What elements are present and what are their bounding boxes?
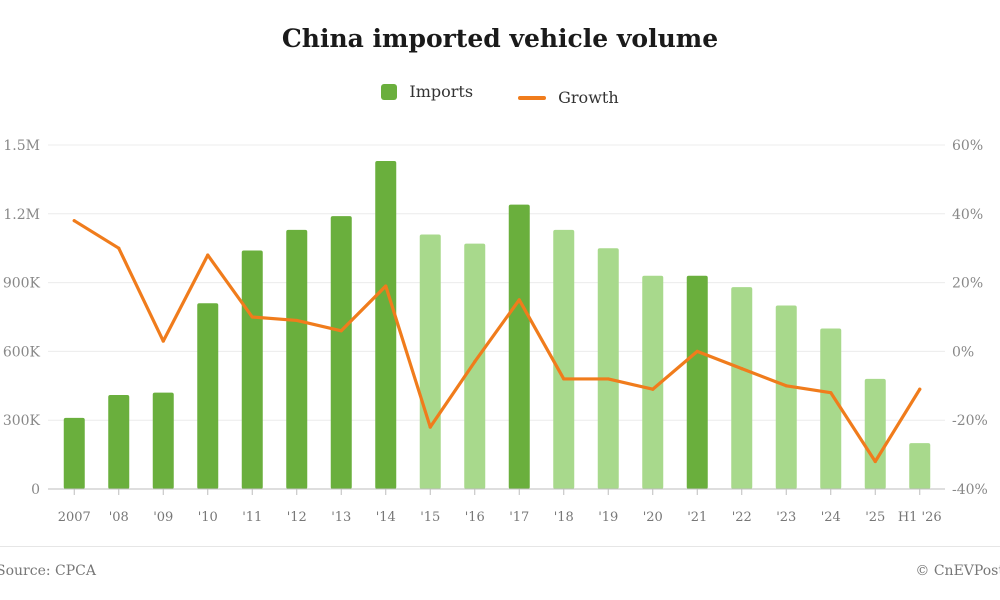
grid-lines [48, 144, 945, 421]
bar-imports [553, 229, 575, 489]
bar-imports [330, 216, 352, 490]
x-tick-label: '20 [643, 510, 663, 525]
x-tick-label: '14 [376, 510, 396, 525]
legend-item-imports[interactable]: Imports [381, 82, 473, 101]
x-tick-label: '21 [687, 510, 707, 525]
x-tick-label: '19 [598, 510, 618, 525]
footer-divider [0, 546, 1000, 547]
growth-point [72, 219, 76, 223]
x-tick-label: '12 [287, 510, 307, 525]
x-tick-label: '11 [242, 510, 262, 525]
growth-point [562, 377, 566, 381]
x-tick-label: '22 [732, 510, 752, 525]
bar-imports [375, 161, 397, 489]
y-left-tick-label: 1.5M [3, 138, 40, 154]
growth-point [250, 315, 254, 319]
chart-title: China imported vehicle volume [281, 24, 719, 53]
x-tick-label: '15 [420, 510, 440, 525]
growth-point [695, 349, 699, 353]
y-left-tick-label: 0 [31, 482, 40, 498]
y-right-tick-label: 0% [952, 344, 974, 360]
bar-imports [909, 443, 931, 489]
y-right-tick-label: 20% [952, 276, 983, 292]
x-tick-label: '16 [465, 510, 485, 525]
credit-note: © CnEVPost [915, 563, 1000, 579]
growth-point [473, 360, 477, 364]
legend-label-growth: Growth [558, 88, 619, 107]
x-tick-label: 2007 [58, 510, 91, 525]
y-right-tick-label: -40% [952, 482, 988, 498]
growth-point [117, 246, 121, 250]
growth-point [384, 284, 388, 288]
growth-line [72, 219, 922, 464]
growth-point [740, 367, 744, 371]
bar-imports [464, 243, 486, 489]
bar-imports [686, 275, 708, 489]
growth-point [161, 339, 165, 343]
bar-imports [108, 394, 130, 489]
bar-imports [419, 234, 441, 489]
imports-swatch-icon [381, 83, 398, 100]
x-tick-label: '24 [821, 510, 841, 525]
y-left-tick-label: 1.2M [3, 207, 40, 223]
bar-imports [775, 305, 797, 489]
legend-label-imports: Imports [409, 82, 474, 101]
growth-point [339, 329, 343, 333]
growth-point [829, 391, 833, 395]
growth-line-layer [72, 219, 922, 464]
bar-imports [508, 204, 530, 490]
x-tick-label: '17 [509, 510, 529, 525]
bar-imports [286, 229, 308, 489]
bar-imports [731, 287, 753, 489]
x-tick-label: '18 [554, 510, 574, 525]
bar-imports [241, 250, 263, 489]
bar-imports [642, 275, 664, 489]
x-tick-label: '09 [153, 510, 173, 525]
axes: 0 300K 600K 900K 1.2M 1.5M -40% -20% 0% 20% 40% 60%… [3, 138, 988, 525]
y-right-tick-label: 60% [952, 138, 983, 154]
growth-point [206, 253, 210, 257]
bar-imports [152, 392, 174, 489]
growth-point [651, 387, 655, 391]
y-right-tick-label: -20% [952, 413, 988, 429]
bar-imports [864, 378, 886, 489]
bar-imports [597, 248, 619, 489]
y-right-tick-label: 40% [952, 207, 983, 223]
source-note: Source: CPCA [0, 563, 96, 579]
y-left-tick-label: 900K [3, 276, 41, 292]
growth-point [428, 425, 432, 429]
x-tick-label: '25 [865, 510, 885, 525]
bar-imports [197, 303, 219, 489]
growth-point [517, 298, 521, 302]
y-left-tick-label: 300K [3, 413, 41, 429]
bar-imports [820, 328, 842, 489]
x-tick-label: '13 [331, 510, 351, 525]
growth-point [606, 377, 610, 381]
growth-point [295, 318, 299, 323]
growth-point [873, 459, 877, 464]
legend-item-growth[interactable]: Growth [518, 88, 619, 107]
growth-point [918, 387, 922, 391]
bar-imports [63, 417, 85, 489]
growth-swatch-icon [518, 95, 547, 100]
x-tick-label: H1 '26 [898, 510, 942, 525]
x-tick-label: '23 [776, 510, 796, 525]
x-tick-label: '10 [198, 510, 218, 525]
growth-point [784, 384, 788, 388]
legend: Imports Growth [0, 82, 1000, 107]
y-left-tick-label: 600K [3, 344, 41, 360]
x-tick-label: '08 [109, 510, 129, 525]
bars [63, 161, 931, 490]
